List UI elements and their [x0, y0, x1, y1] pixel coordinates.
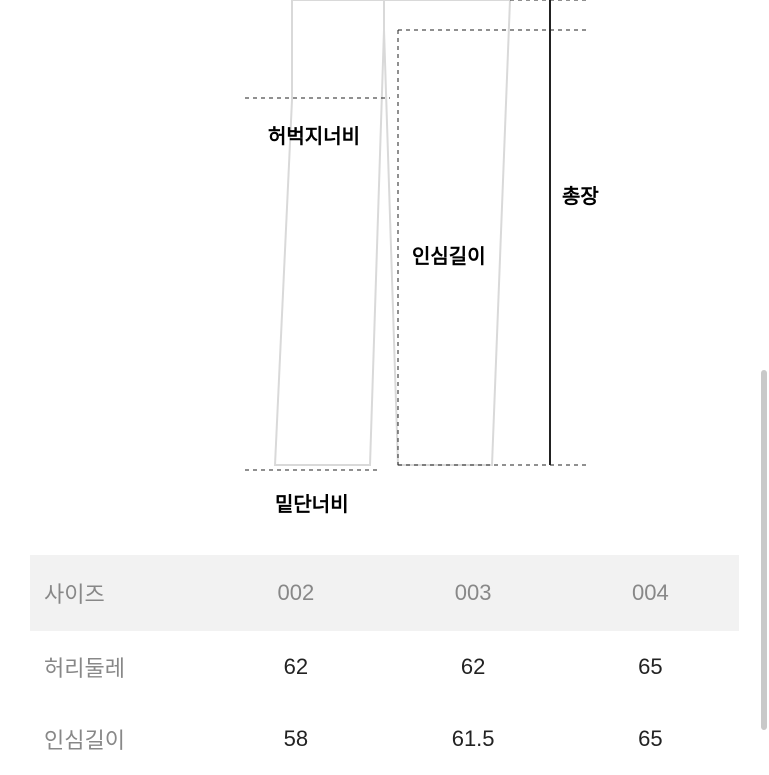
header-002: 002 [207, 555, 384, 631]
row-label: 허리둘레 [30, 631, 207, 703]
label-total-length: 총장 [562, 180, 599, 209]
header-004: 004 [562, 555, 739, 631]
header-003: 003 [385, 555, 562, 631]
cell: 62 [385, 631, 562, 703]
cell: 62 [207, 631, 384, 703]
label-inseam: 인심길이 [412, 240, 486, 269]
table-row: 허리둘레 62 62 65 [30, 631, 739, 703]
diagram-svg [0, 0, 769, 555]
size-table: 사이즈 002 003 004 허리둘레 62 62 65 인심길이 58 61… [30, 555, 739, 775]
label-hem: 밑단너비 [275, 488, 349, 517]
row-label: 인심길이 [30, 703, 207, 775]
label-thigh: 허벅지너비 [268, 120, 360, 149]
cell: 61.5 [385, 703, 562, 775]
cell: 65 [562, 631, 739, 703]
cell: 65 [562, 703, 739, 775]
pants-diagram: 허벅지너비 총장 인심길이 밑단너비 [0, 0, 769, 555]
scrollbar[interactable] [761, 370, 767, 730]
header-size: 사이즈 [30, 555, 207, 631]
table-row: 인심길이 58 61.5 65 [30, 703, 739, 775]
table-header-row: 사이즈 002 003 004 [30, 555, 739, 631]
cell: 58 [207, 703, 384, 775]
